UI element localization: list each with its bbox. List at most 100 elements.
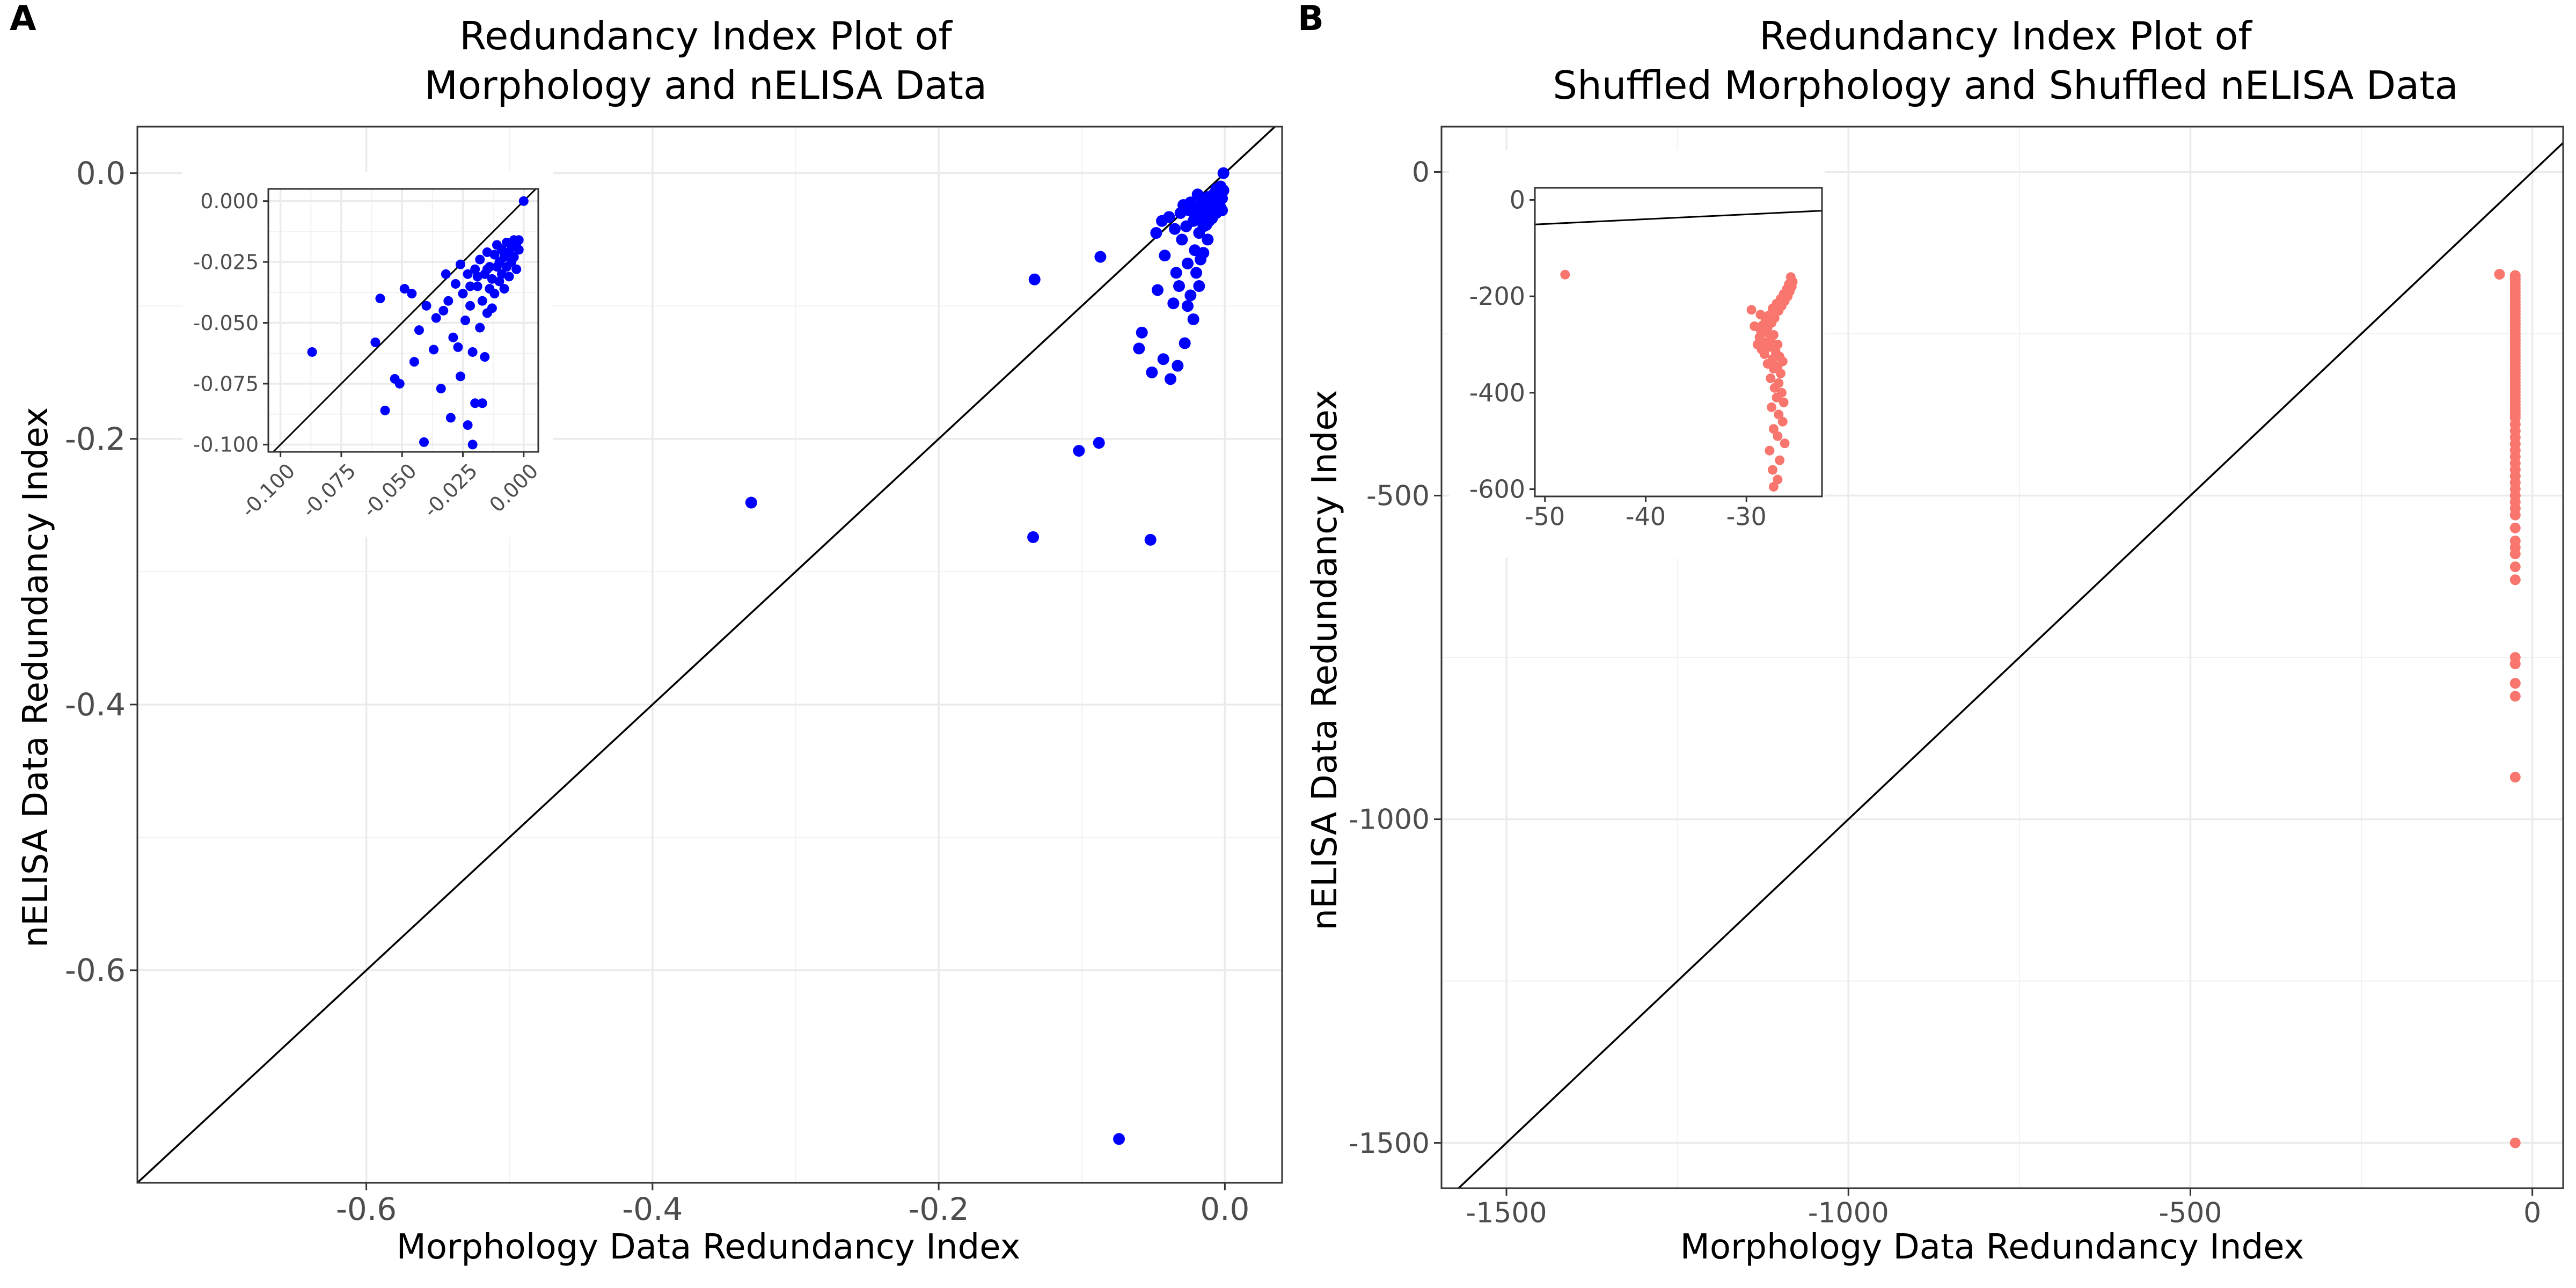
chart-a-inset-data-point (455, 371, 465, 382)
chart-b-inset-data-point (1773, 474, 1783, 485)
chart-a-inset-data-point (394, 378, 405, 389)
chart-b-x-tick-label: -1000 (1808, 1197, 1889, 1229)
chart-a-inset-data-point (453, 342, 463, 352)
chart-a-inset-data-point (480, 352, 490, 362)
chart-b-inset-data-layer (1535, 210, 1822, 492)
chart-a-data-point (1113, 1133, 1125, 1145)
chart-a-inset: -0.100-0.075-0.050-0.025 0.000-0.100-0.07… (182, 172, 553, 537)
chart-a-inset-data-point (370, 337, 380, 347)
chart-b-inset-data-point (1773, 431, 1783, 441)
chart-a-data-point (1187, 313, 1199, 325)
chart-a-data-point (1191, 188, 1204, 201)
chart-a-inset-data-point (494, 276, 504, 287)
chart-a-inset-data-point (477, 296, 487, 306)
chart-b-title-line-1: Redundancy Index Plot of (1759, 13, 2252, 58)
chart-a-identity-line (137, 127, 1277, 1183)
chart-a-inset-data-point (450, 279, 460, 289)
chart-b-y-axis-label: nELISA Data Redundancy Index (1305, 390, 1345, 930)
chart-b-inset-data-point (1768, 424, 1779, 434)
chart-a-inset-data-point (436, 384, 446, 394)
chart-a-inset-data-point (475, 254, 485, 265)
chart-a-inset-data-point (375, 294, 385, 304)
chart-a-data-point (1179, 337, 1191, 349)
chart-a-inset-panel-background (268, 189, 538, 452)
chart-b-inset-data-point (1760, 349, 1769, 359)
chart-a-inset-data-point (472, 281, 482, 291)
chart-a-data-point (1208, 188, 1220, 201)
chart-a-inset-data-point (465, 301, 475, 311)
chart-b-inset-data-point (1774, 409, 1784, 420)
chart-b-inset-data-point (1776, 368, 1786, 378)
chart-b-inset-data-point (1766, 373, 1776, 383)
chart-b-data-point (2509, 574, 2521, 586)
chart-b-y-tick-label: 0 (1412, 157, 1430, 189)
chart-a-data-point (1093, 437, 1105, 449)
chart-a-data-point (1182, 300, 1194, 312)
chart-b-x-tick-label: -500 (2158, 1197, 2222, 1229)
chart-b-inset-data-point (1765, 445, 1775, 456)
chart-a-x-tick-label: -0.2 (909, 1191, 969, 1227)
chart-b-inset-data-point (1773, 339, 1783, 349)
chart-a-inset-data-point (509, 252, 519, 262)
chart-b-inset-data-point (1768, 363, 1779, 374)
chart-a-inset-data-point (445, 413, 456, 423)
chart-a-inset-data-point (431, 313, 441, 323)
chart-a-inset-data-point (514, 235, 524, 245)
chart-b-inset-data-point (1767, 402, 1777, 412)
chart-a-data-point (1172, 360, 1184, 372)
chart-b-inset-data-point (1769, 383, 1780, 393)
chart-b-data-point (2509, 522, 2521, 533)
chart-a-inset-data-point (489, 289, 500, 299)
chart-b-inset-data-point (1752, 339, 1762, 349)
chart-b-inset-data-point (1780, 438, 1790, 449)
chart-b-inset-data-point (1777, 416, 1788, 427)
chart-a-inset-data-point (438, 305, 449, 316)
chart-a-inset-data-point (421, 301, 431, 311)
chart-b-inset-x-tick-label: -50 (1525, 502, 1565, 531)
chart-b-inset-data-point (1768, 482, 1779, 492)
chart-a-x-tick-label: -0.4 (622, 1191, 683, 1227)
chart-b-x-tick-label: -1500 (1466, 1197, 1547, 1229)
chart-b-inset-data-point (1750, 321, 1760, 331)
chart-a-inset-data-point (460, 316, 471, 325)
chart-a-inset-panel-border (267, 188, 539, 453)
chart-a-inset-data-point (467, 440, 478, 450)
chart-a-data-point (1190, 267, 1203, 279)
chart-a-x-tick-label: 0.0 (1200, 1191, 1249, 1227)
chart-a-inset-data-point (470, 398, 480, 408)
chart-a-data-point (1167, 297, 1180, 310)
chart-a-inset-data-point (518, 196, 529, 206)
chart-a-inset-data-point (399, 284, 409, 294)
chart-b-inset-data-point (1755, 310, 1766, 320)
chart-b-data-point (2509, 1137, 2521, 1148)
chart-a-data-point (1169, 223, 1181, 235)
chart-b-inset-data-point (1774, 306, 1784, 316)
chart-a-data-point (1165, 373, 1177, 385)
chart-a-data-point (1159, 250, 1171, 262)
chart-a-title-line-1: Redundancy Index Plot of (459, 13, 953, 58)
panel-label-a: A (10, 0, 36, 39)
chart-b-y-tick-label: -1500 (1349, 1128, 1430, 1160)
chart-b-x-axis-label: Morphology Data Redundancy Index (1680, 1227, 2304, 1267)
chart-a-data-point (745, 496, 757, 509)
chart-a-data-point (1217, 167, 1230, 179)
chart-a-data-point (1146, 366, 1158, 378)
chart-a-inset-data-point (472, 272, 482, 282)
chart-b-x-tick-label: 0 (2523, 1197, 2541, 1229)
chart-a-data-point (1150, 227, 1162, 239)
chart-b-inset-data-point (1779, 397, 1789, 407)
chart-b-inset-panel-border (1534, 187, 1823, 497)
chart-b-identity-line (1457, 141, 2563, 1188)
chart-a-y-tick-label: 0.0 (76, 155, 126, 192)
chart-a-inset-data-point (443, 296, 453, 306)
chart-a-inset-y-tick-label: -0.050 (193, 311, 259, 335)
chart-a-inset-data-point (489, 250, 500, 260)
chart-b-inset-y-tick-label: 0 (1510, 186, 1525, 215)
chart-a-inset-data-point (307, 347, 317, 357)
chart-b-data-point (2509, 658, 2521, 670)
chart-b-data-point (2509, 509, 2521, 521)
chart-a-data-point (1094, 251, 1107, 263)
chart-a-inset-data-point (465, 281, 475, 291)
chart-a-data-point (1027, 531, 1040, 543)
